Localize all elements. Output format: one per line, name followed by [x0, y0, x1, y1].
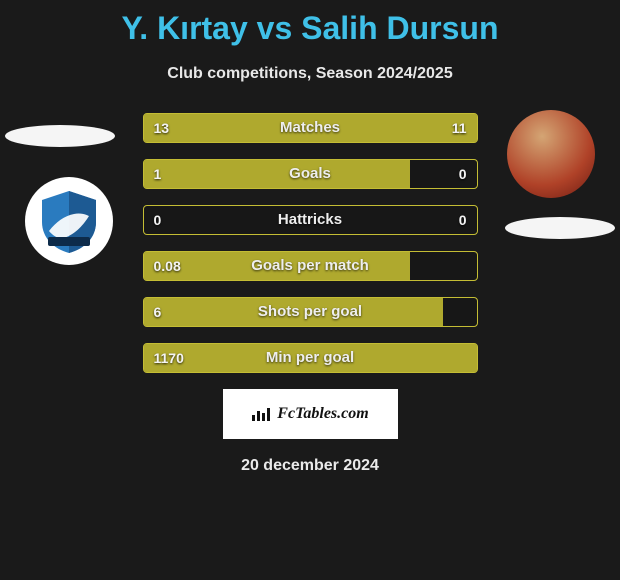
ellipse-left: [5, 125, 115, 147]
brand-text-content: FcTables.com: [277, 405, 368, 422]
player2-photo: [507, 110, 595, 198]
player1-club-logo: [25, 177, 113, 265]
vs-label: vs: [257, 10, 293, 46]
stat-value-right: 11: [452, 114, 467, 142]
date-text: 20 december 2024: [0, 457, 620, 475]
player1-name: Y. Kırtay: [121, 10, 247, 46]
stat-row-hattricks: 0 Hattricks 0: [143, 205, 478, 235]
stats-container: 13 Matches 11 1 Goals 0 0 Hattricks 0 0.…: [143, 113, 478, 373]
stat-row-gpm: 0.08 Goals per match: [143, 251, 478, 281]
stat-label: Goals per match: [144, 252, 477, 280]
player2-name: Salih Dursun: [301, 10, 498, 46]
stat-label: Min per goal: [144, 344, 477, 372]
ellipse-right: [505, 217, 615, 239]
stat-label: Goals: [144, 160, 477, 188]
stat-value-right: 0: [459, 206, 467, 234]
subtitle: Club competitions, Season 2024/2025: [0, 65, 620, 83]
chart-icon: [251, 406, 271, 422]
stat-label: Matches: [144, 114, 477, 142]
stat-row-goals: 1 Goals 0: [143, 159, 478, 189]
shield-icon: [34, 186, 104, 256]
stat-label: Shots per goal: [144, 298, 477, 326]
stat-value-right: 0: [459, 160, 467, 188]
stat-label: Hattricks: [144, 206, 477, 234]
brand-text: FcTables.com: [277, 405, 368, 423]
stat-row-mpg: 1170 Min per goal: [143, 343, 478, 373]
page-title: Y. Kırtay vs Salih Dursun: [0, 10, 620, 47]
stat-row-spg: 6 Shots per goal: [143, 297, 478, 327]
stat-row-matches: 13 Matches 11: [143, 113, 478, 143]
brand-box: FcTables.com: [223, 389, 398, 439]
